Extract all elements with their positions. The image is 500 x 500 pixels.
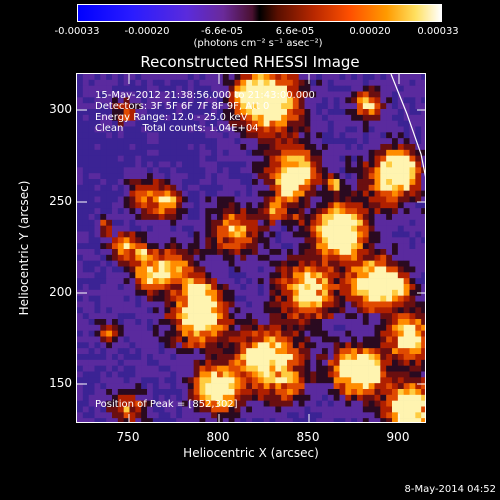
x-tick: 850: [296, 430, 320, 444]
colorbar-units: (photons cm⁻² s⁻¹ asec⁻²): [193, 38, 323, 49]
x-tick: 800: [206, 430, 230, 444]
peak-position: Position of Peak = [852,302]: [95, 399, 238, 410]
info-time-range: 15-May-2012 21:38:56.000 to 21:43:00.000: [95, 90, 315, 101]
x-axis-label: Heliocentric X (arcsec): [183, 446, 319, 460]
rhessi-image: [77, 74, 425, 422]
colorbar-tick: 0.00033: [417, 26, 459, 37]
colorbar: [77, 4, 442, 22]
plot-title: Reconstructed RHESSI Image: [140, 53, 360, 71]
image-plot: 15-May-2012 21:38:56.000 to 21:43:00.000…: [76, 73, 426, 423]
y-tick: 200: [49, 285, 72, 299]
y-tick: 150: [49, 376, 72, 390]
x-tick: 750: [116, 430, 140, 444]
info-energy-range: Energy Range: 12.0 - 25.0 keV: [95, 112, 248, 123]
colorbar-tick: -0.00033: [54, 26, 100, 37]
colorbar-tick: -0.00020: [124, 26, 170, 37]
solar-limb-line: [390, 74, 425, 178]
y-tick: 250: [49, 194, 72, 208]
y-axis-label: Heliocentric Y (arcsec): [17, 180, 31, 316]
info-clean-counts: Clean Total counts: 1.04E+04: [95, 123, 259, 134]
colorbar-tick: 0.00020: [349, 26, 391, 37]
y-tick: 300: [49, 102, 72, 116]
footer-date: 8-May-2014 04:52: [404, 484, 496, 495]
x-tick: 900: [386, 430, 410, 444]
axis-ticks: [77, 74, 425, 422]
colorbar-tick: 6.6e-05: [275, 26, 315, 37]
info-detectors: Detectors: 3F 5F 6F 7F 8F 9F, Att 0: [95, 101, 270, 112]
colorbar-tick: -6.6e-05: [201, 26, 243, 37]
